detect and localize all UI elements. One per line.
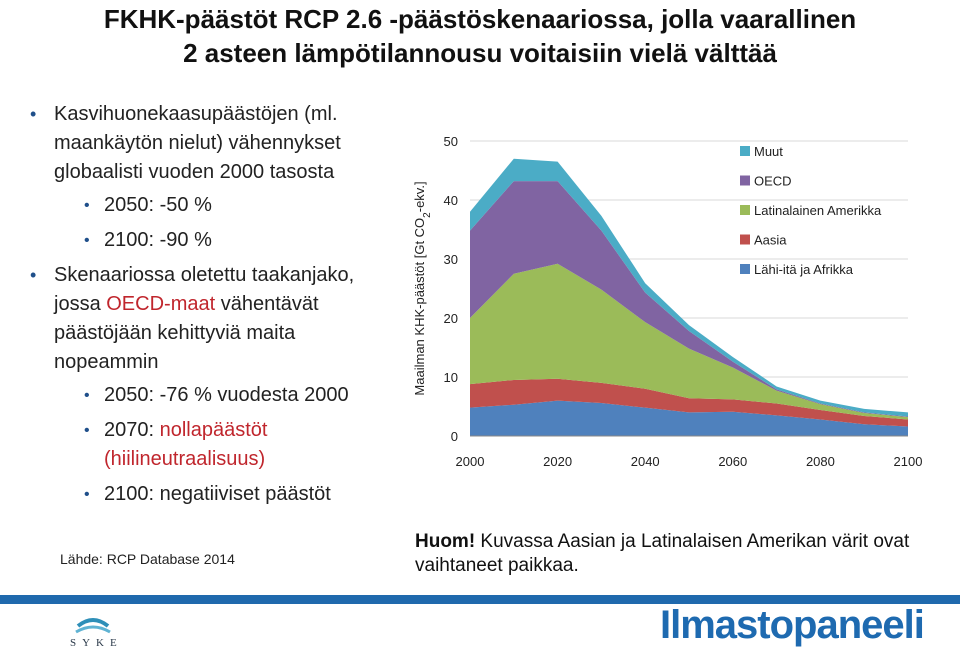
sub-bullet-2100: 2100: -90 % bbox=[30, 226, 400, 255]
ilmastopaneeli-logo: Ilmastopaneeli bbox=[660, 603, 925, 647]
footer bbox=[0, 604, 960, 651]
legend-swatch-muut bbox=[740, 146, 750, 156]
sub-2070-red: nollapäästöt (hiilineutraalisuus) bbox=[104, 419, 268, 470]
area-aasia bbox=[470, 378, 908, 427]
y-tick-label-20: 20 bbox=[444, 311, 458, 326]
legend-swatch-latinalainen-amerikka bbox=[740, 205, 750, 215]
area-oecd bbox=[470, 181, 908, 418]
burden-text-end: vähentävät päästöjään kehittyviä maita n… bbox=[54, 293, 319, 373]
syke-logo-text: SYKE bbox=[70, 637, 123, 649]
note: Huom! Kuvassa Aasian ja Latinalaisen Ame… bbox=[415, 530, 935, 578]
bullet-reductions: Kasvihuonekaasupäästöjen (ml. maankäytön… bbox=[30, 100, 400, 187]
y-tick-label-0: 0 bbox=[451, 429, 458, 444]
legend-swatch-aasia bbox=[740, 234, 750, 245]
x-tick-label-2080: 2080 bbox=[806, 454, 835, 469]
bullet-list: Kasvihuonekaasupäästöjen (ml. maankäytön… bbox=[30, 100, 400, 515]
page-title: FKHK-päästöt RCP 2.6 -päästöskenaariossa… bbox=[0, 2, 960, 70]
emissions-chart: 0 10 20 30 40 50 2000 2020 2040 2060 2080 2100 Maail… bbox=[412, 134, 923, 469]
y-axis-label-main: Maailman KHK-päästöt [Gt CO bbox=[412, 218, 427, 396]
y-tick-label-10: 10 bbox=[444, 370, 458, 385]
x-tick-label-2100: 2100 bbox=[894, 454, 923, 469]
syke-logo-wave-2 bbox=[75, 625, 111, 634]
y-tick-label-30: 30 bbox=[444, 252, 458, 267]
sub-bullet-2070: 2070: nollapäästöt (hiilineutraalisuus) bbox=[30, 416, 400, 474]
legend-label-latinalainen-amerikka: Latinalainen Amerikka bbox=[754, 203, 882, 218]
legend-label-aasia: Aasia bbox=[754, 233, 787, 248]
burden-text-start: Skenaariossa oletettu taakanjako, jossa bbox=[54, 264, 355, 315]
x-tick-label-2020: 2020 bbox=[543, 454, 572, 469]
area-lähi-itä-ja-afrikka bbox=[470, 400, 908, 436]
syke-logo-wave-1 bbox=[76, 618, 110, 628]
x-tick-label-2040: 2040 bbox=[631, 454, 660, 469]
sub-bullet-2050: 2050: -50 % bbox=[30, 191, 400, 220]
note-text: Kuvassa Aasian ja Latinalaisen Amerikan … bbox=[415, 531, 910, 576]
y-axis-label-end: -ekv.] bbox=[412, 181, 427, 212]
title-line-2: 2 asteen lämpötilannousu voitaisiin viel… bbox=[183, 38, 777, 68]
sub-bullet-2050-oecd: 2050: -76 % vuodesta 2000 bbox=[30, 381, 400, 410]
burden-text-oecd: OECD-maat bbox=[106, 293, 216, 315]
y-axis-label-sub: 2 bbox=[422, 212, 433, 218]
source-label: Lähde: RCP Database 2014 bbox=[60, 551, 235, 567]
sub-2070-start: 2070: bbox=[104, 419, 160, 441]
y-axis-label: Maailman KHK-päästöt [Gt CO2-ekv.] bbox=[412, 181, 433, 395]
sub-bullet-2100-negative: 2100: negatiiviset päästöt bbox=[30, 480, 400, 509]
legend-label-muut: Muut bbox=[754, 144, 783, 159]
y-tick-label-40: 40 bbox=[444, 193, 458, 208]
legend-label-lähi-itä-ja-afrikka: Lähi-itä ja Afrikka bbox=[754, 262, 854, 277]
legend-swatch-lähi-itä-ja-afrikka bbox=[740, 264, 750, 274]
x-tick-label-2000: 2000 bbox=[456, 454, 485, 469]
legend-label-oecd: OECD bbox=[754, 174, 792, 189]
bullet-burden-sharing: Skenaariossa oletettu taakanjako, jossa … bbox=[30, 261, 400, 377]
syke-logo bbox=[75, 618, 111, 634]
y-tick-label-50: 50 bbox=[444, 134, 458, 149]
area-latinalainen-amerikka bbox=[470, 263, 908, 420]
note-bold: Huom! bbox=[415, 531, 476, 552]
footer-band bbox=[0, 595, 960, 604]
title-line-1: FKHK-päästöt RCP 2.6 -päästöskenaariossa… bbox=[103, 4, 857, 34]
legend-swatch-oecd bbox=[740, 175, 750, 186]
x-tick-label-2060: 2060 bbox=[718, 454, 747, 469]
